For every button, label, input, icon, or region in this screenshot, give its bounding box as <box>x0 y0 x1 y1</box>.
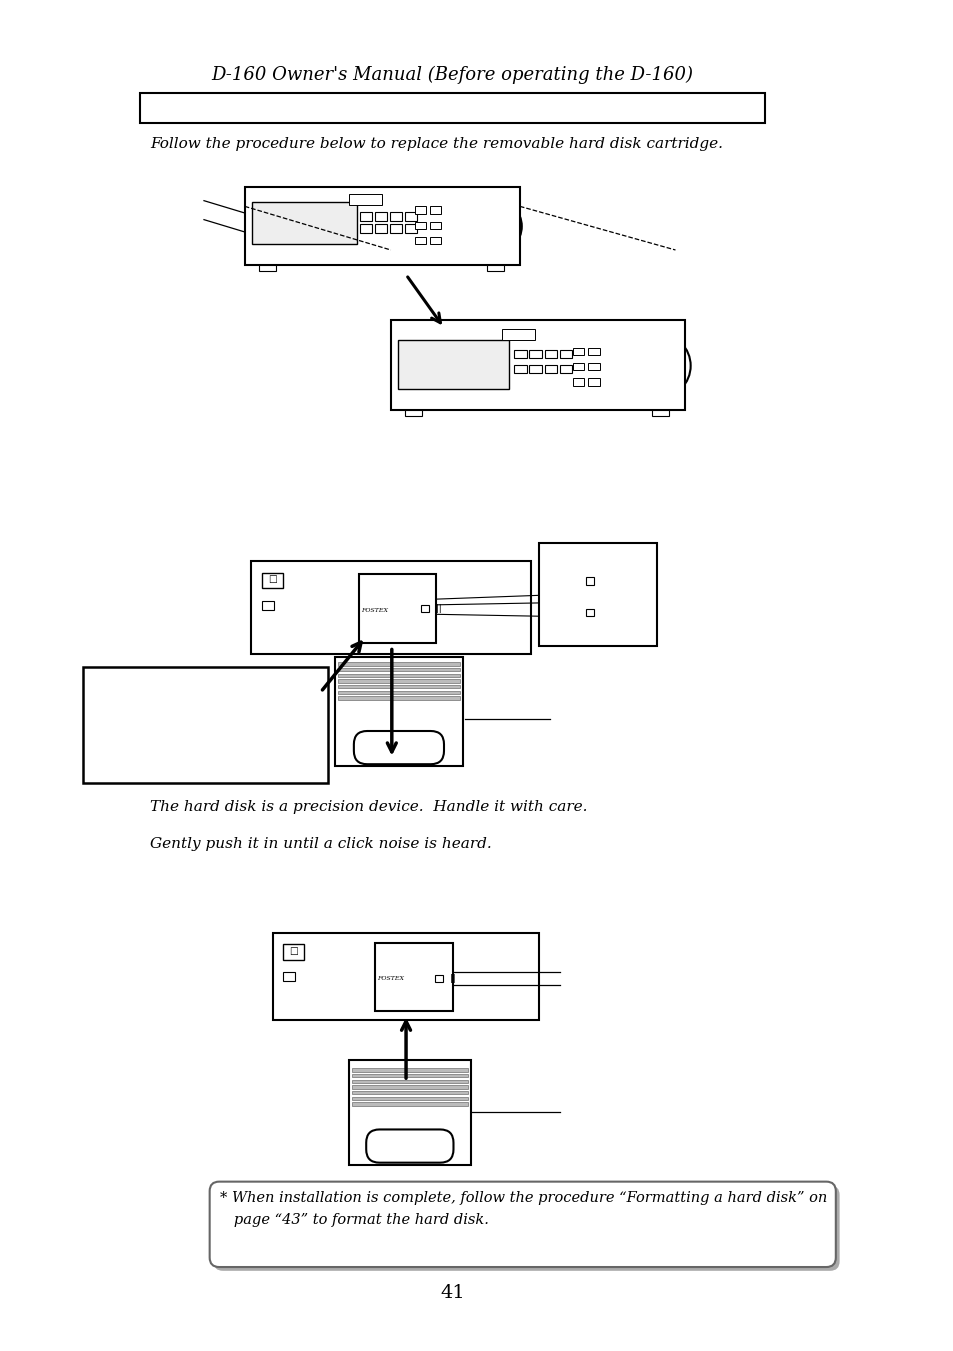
Text: ||: || <box>436 604 441 613</box>
Bar <box>352 1074 467 1077</box>
Bar <box>352 1069 467 1071</box>
Bar <box>651 411 668 416</box>
Bar <box>405 212 417 220</box>
FancyBboxPatch shape <box>213 1185 839 1271</box>
Bar <box>435 975 442 982</box>
Bar <box>529 350 541 358</box>
Text: Gently push it in until a click noise is heard.: Gently push it in until a click noise is… <box>150 838 491 851</box>
Bar <box>514 365 526 373</box>
Bar <box>337 696 459 700</box>
Bar <box>544 365 557 373</box>
Bar <box>335 657 462 766</box>
Bar <box>352 1085 467 1089</box>
Bar <box>352 1092 467 1094</box>
Bar <box>337 667 459 671</box>
Bar <box>273 934 538 1020</box>
Bar <box>586 608 594 616</box>
Text: ☐: ☐ <box>268 576 276 585</box>
Bar <box>429 222 440 230</box>
Bar <box>429 236 440 245</box>
Bar <box>415 207 426 213</box>
FancyBboxPatch shape <box>366 1129 453 1163</box>
Bar <box>486 265 503 270</box>
Bar <box>421 605 428 612</box>
Bar <box>588 347 598 355</box>
Bar <box>501 328 535 340</box>
Bar <box>375 943 452 1011</box>
FancyBboxPatch shape <box>210 1182 835 1267</box>
Text: FOSTEX: FOSTEX <box>361 608 388 613</box>
Bar <box>538 543 657 646</box>
Bar <box>337 680 459 682</box>
Text: The hard disk is a precision device.  Handle it with care.: The hard disk is a precision device. Han… <box>150 800 587 815</box>
Bar <box>359 224 372 232</box>
Text: FOSTEX: FOSTEX <box>377 977 404 981</box>
Bar <box>573 378 584 385</box>
Bar <box>84 667 328 784</box>
Bar <box>358 574 436 643</box>
Bar <box>391 320 684 411</box>
Bar <box>514 350 526 358</box>
Bar <box>261 601 274 609</box>
Bar <box>252 561 531 654</box>
Bar <box>375 212 387 220</box>
Text: ☐: ☐ <box>289 947 297 957</box>
Bar <box>261 573 282 588</box>
Bar <box>359 212 372 220</box>
Bar <box>415 236 426 245</box>
Bar <box>140 92 764 123</box>
Bar <box>253 201 356 245</box>
Bar <box>245 188 519 265</box>
Bar <box>573 363 584 370</box>
Bar <box>390 212 402 220</box>
Bar <box>429 207 440 213</box>
Bar <box>375 224 387 232</box>
Bar <box>337 690 459 694</box>
Text: ||: || <box>449 974 455 984</box>
Bar <box>282 944 303 959</box>
FancyBboxPatch shape <box>354 731 443 765</box>
Bar <box>282 971 294 981</box>
Bar <box>337 662 459 666</box>
Bar <box>559 350 572 358</box>
Bar <box>405 224 417 232</box>
Bar <box>349 195 382 205</box>
Bar <box>349 1061 470 1165</box>
Bar <box>398 340 509 389</box>
Bar <box>588 363 598 370</box>
Bar <box>258 265 275 270</box>
Text: D-160 Owner's Manual (Before operating the D-160): D-160 Owner's Manual (Before operating t… <box>212 66 693 84</box>
Bar <box>352 1079 467 1084</box>
Text: Follow the procedure below to replace the removable hard disk cartridge.: Follow the procedure below to replace th… <box>150 136 722 151</box>
Bar <box>559 365 572 373</box>
Bar <box>588 378 598 385</box>
Bar <box>390 224 402 232</box>
Bar <box>352 1102 467 1105</box>
Bar <box>405 411 422 416</box>
Text: 41: 41 <box>439 1283 464 1301</box>
Bar <box>337 674 459 677</box>
Bar <box>415 222 426 230</box>
Bar <box>573 347 584 355</box>
Bar <box>337 685 459 688</box>
Bar <box>529 365 541 373</box>
Bar <box>352 1097 467 1100</box>
Text: * When installation is complete, follow the procedure “Formatting a hard disk” o: * When installation is complete, follow … <box>220 1192 826 1227</box>
Bar <box>586 577 594 585</box>
Bar <box>544 350 557 358</box>
